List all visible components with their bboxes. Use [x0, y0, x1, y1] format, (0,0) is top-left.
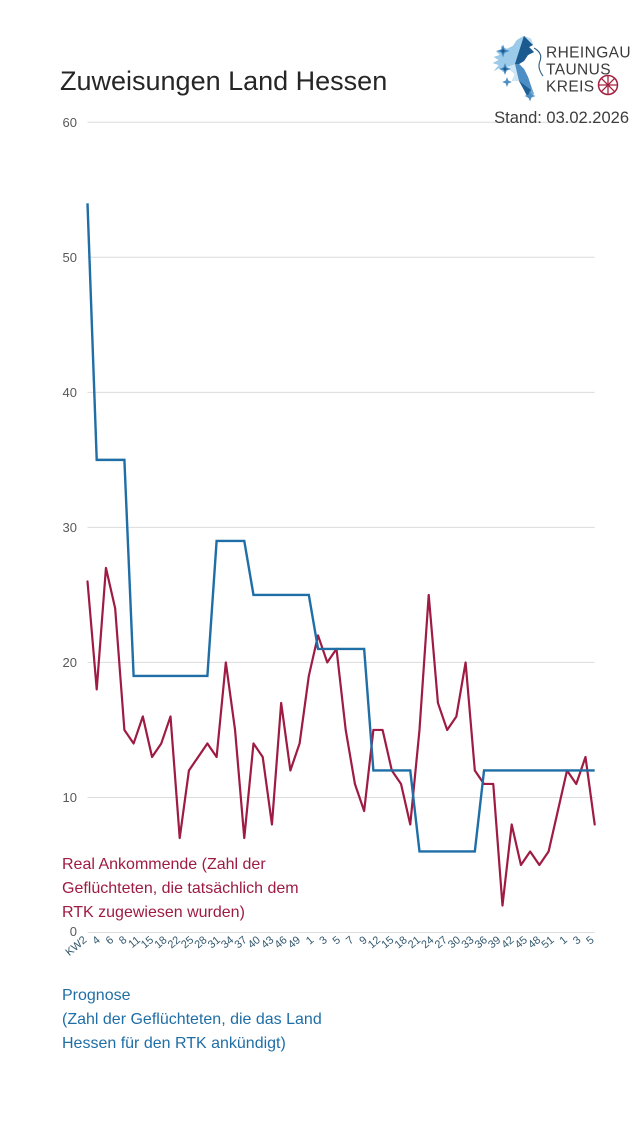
svg-text:KW2: KW2	[63, 934, 89, 959]
svg-text:50: 50	[63, 250, 77, 265]
svg-text:6: 6	[104, 934, 116, 947]
svg-text:40: 40	[63, 385, 77, 400]
svg-text:RHEINGAU: RHEINGAU	[546, 44, 631, 61]
svg-text:1: 1	[558, 934, 570, 947]
svg-text:0: 0	[70, 924, 77, 939]
svg-text:4: 4	[90, 934, 102, 947]
svg-text:49: 49	[286, 934, 303, 951]
svg-text:TAUNUS: TAUNUS	[546, 62, 611, 79]
svg-text:51: 51	[540, 934, 557, 951]
svg-text:7: 7	[344, 934, 356, 947]
svg-text:3: 3	[317, 934, 329, 947]
svg-text:5: 5	[331, 934, 343, 947]
svg-text:5: 5	[584, 934, 596, 947]
svg-text:3: 3	[571, 934, 583, 947]
svg-text:30: 30	[63, 520, 77, 535]
svg-text:KREIS: KREIS	[546, 78, 595, 95]
svg-text:1: 1	[304, 934, 316, 947]
svg-text:10: 10	[63, 790, 77, 805]
svg-text:20: 20	[63, 655, 77, 670]
